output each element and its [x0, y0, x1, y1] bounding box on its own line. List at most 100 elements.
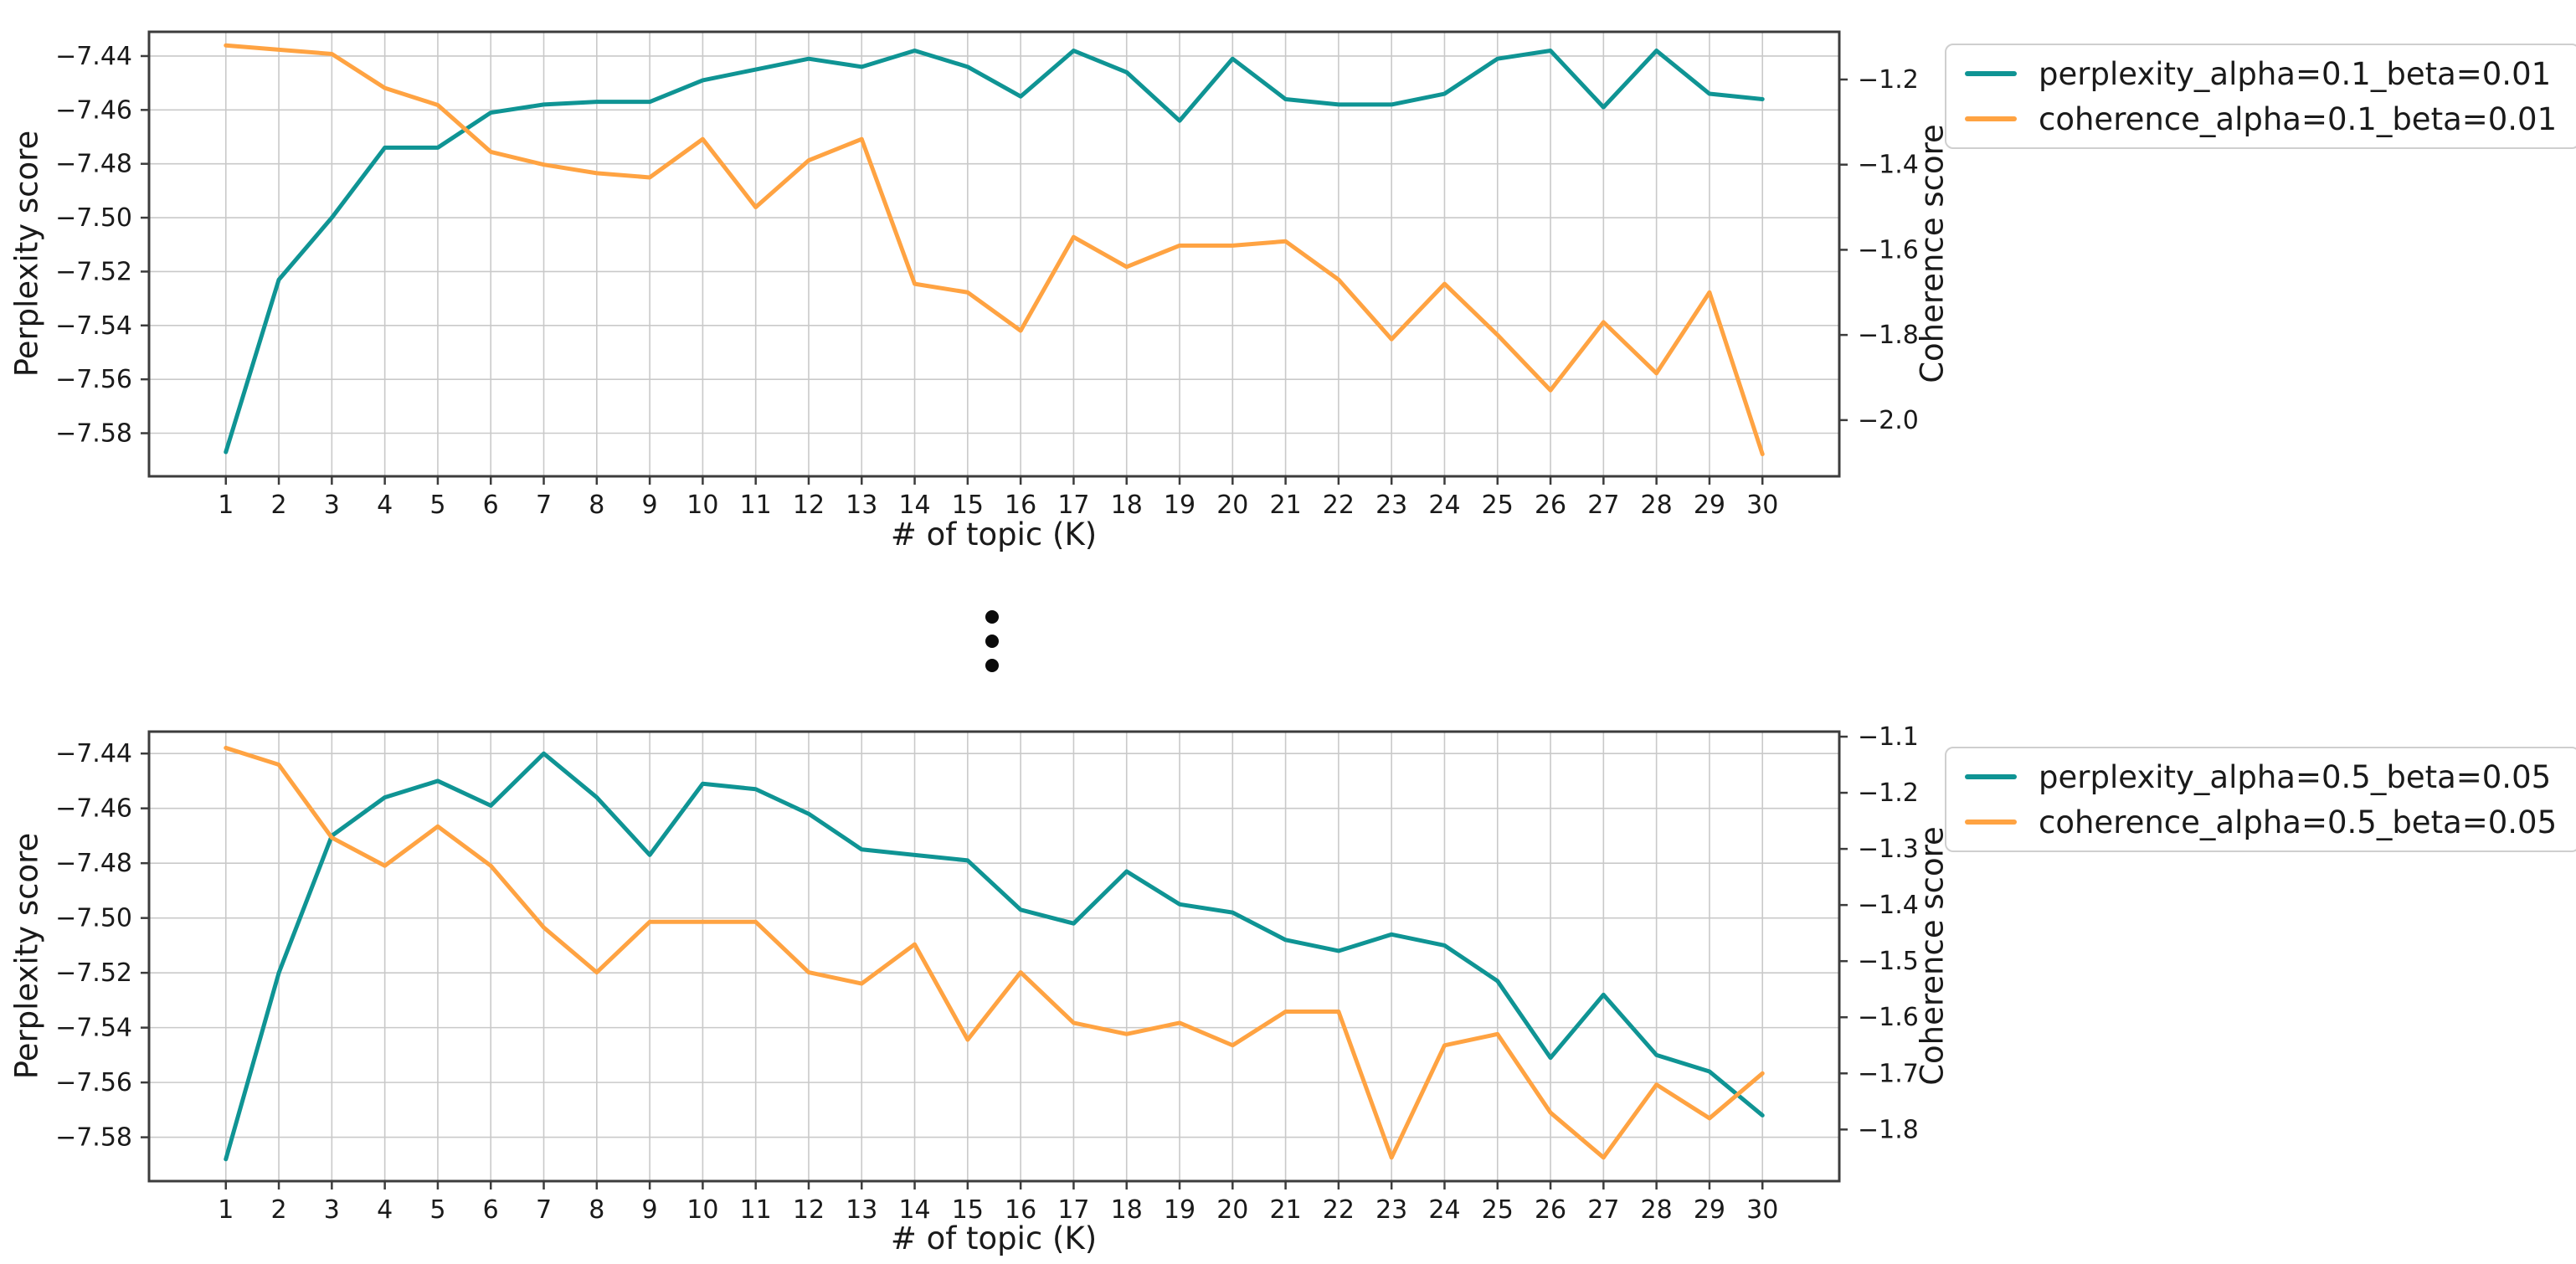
y-tick-label-left: −7.56: [55, 365, 132, 394]
x-tick-label: 9: [642, 1195, 658, 1225]
x-tick-label: 7: [536, 491, 552, 520]
y-tick-label-right: −1.5: [1858, 947, 1919, 976]
x-tick-label: 9: [642, 491, 658, 520]
x-tick-label: 8: [589, 1195, 604, 1225]
x-tick-label: 15: [952, 491, 984, 520]
x-tick-label: 20: [1216, 1195, 1248, 1225]
series-line-perplexity: [224, 751, 1765, 1162]
plot-border: [147, 30, 1841, 478]
legend-entry-perplexity: perplexity_alpha=0.5_beta=0.05: [1965, 758, 2557, 795]
x-tick-label: 10: [686, 1195, 718, 1225]
y-tick-label-right: −1.8: [1858, 321, 1919, 350]
vertical-ellipsis-icon: [985, 610, 999, 672]
x-tick-label: 30: [1746, 1195, 1778, 1225]
x-tick-label: 27: [1587, 491, 1619, 520]
y-tick-label-left: −7.50: [55, 904, 132, 933]
x-tick-label: 19: [1164, 1195, 1195, 1225]
y-tick-label-left: −7.52: [55, 257, 132, 286]
coherence-line-sample-icon: [1965, 116, 2017, 121]
x-tick-label: 20: [1216, 491, 1248, 520]
x-tick-label: 25: [1482, 491, 1514, 520]
x-tick-label: 29: [1694, 491, 1725, 520]
x-tick-label: 23: [1375, 491, 1407, 520]
y-tick-label-left: −7.58: [55, 1123, 132, 1153]
x-axis-label-bottom: # of topic (K): [890, 1220, 1098, 1256]
x-tick-label: 12: [793, 1195, 825, 1225]
y-tick-label-left: −7.48: [55, 150, 132, 179]
x-tick-label: 26: [1535, 491, 1566, 520]
x-tick-label: 29: [1694, 1195, 1725, 1225]
x-tick-label: 23: [1375, 1195, 1407, 1225]
y-tick-label-left: −7.48: [55, 849, 132, 878]
x-tick-label: 22: [1323, 1195, 1355, 1225]
x-tick-label: 11: [740, 1195, 772, 1225]
x-tick-label: 1: [218, 1195, 234, 1225]
x-tick-label: 6: [483, 491, 499, 520]
x-tick-label: 11: [740, 491, 772, 520]
series-line-perplexity: [224, 49, 1765, 455]
x-tick-label: 2: [271, 1195, 287, 1225]
x-tick-label: 21: [1270, 1195, 1302, 1225]
y-tick-label-left: −7.46: [55, 794, 132, 824]
x-tick-label: 13: [846, 491, 877, 520]
y-axis-label-coherence-top: Coherence score: [1914, 124, 1951, 383]
x-tick-label: 25: [1482, 1195, 1514, 1225]
legend-bottom: perplexity_alpha=0.5_beta=0.05 coherence…: [1945, 747, 2576, 852]
x-tick-label: 28: [1641, 1195, 1673, 1225]
y-tick-label-right: −2.0: [1858, 406, 1919, 435]
x-tick-label: 4: [377, 491, 393, 520]
coherence-line-sample-icon: [1965, 820, 2017, 825]
y-tick-label-right: −1.3: [1858, 835, 1919, 864]
x-tick-label: 18: [1111, 491, 1143, 520]
y-tick-label-left: −7.46: [55, 95, 132, 125]
x-tick-label: 17: [1057, 491, 1089, 520]
perplexity-line-sample-icon: [1965, 71, 2017, 76]
series-line-coherence: [224, 745, 1765, 1160]
x-tick-label: 2: [271, 491, 287, 520]
plot-border: [147, 730, 1841, 1183]
x-tick-label: 27: [1587, 1195, 1619, 1225]
y-tick-label-right: −1.6: [1858, 235, 1919, 265]
y-tick-label-right: −1.1: [1858, 722, 1919, 752]
x-tick-label: 6: [483, 1195, 499, 1225]
y-tick-label-right: −1.8: [1858, 1115, 1919, 1144]
x-tick-label: 28: [1641, 491, 1673, 520]
legend-label: perplexity_alpha=0.5_beta=0.05: [2039, 758, 2552, 795]
x-tick-label: 1: [218, 491, 234, 520]
y-tick-label-left: −7.54: [55, 1014, 132, 1043]
x-tick-label: 8: [589, 491, 604, 520]
y-axis-label-perplexity-bottom: Perplexity score: [8, 832, 45, 1080]
y-tick-label-right: −1.4: [1858, 891, 1919, 920]
x-tick-label: 24: [1428, 1195, 1460, 1225]
x-tick-label: 5: [429, 1195, 445, 1225]
x-tick-label: 13: [846, 1195, 877, 1225]
legend-label: coherence_alpha=0.1_beta=0.01: [2039, 100, 2558, 137]
x-tick-label: 16: [1005, 1195, 1036, 1225]
x-tick-label: 14: [898, 491, 930, 520]
ellipsis-dot: [985, 635, 999, 648]
x-tick-label: 21: [1270, 491, 1302, 520]
y-tick-label-right: −1.4: [1858, 151, 1919, 180]
legend-label: coherence_alpha=0.5_beta=0.05: [2039, 804, 2558, 840]
y-tick-label-right: −1.7: [1858, 1059, 1919, 1088]
x-axis-label-top: # of topic (K): [890, 516, 1098, 552]
ellipsis-dot: [985, 659, 999, 672]
ellipsis-dot: [985, 610, 999, 624]
x-tick-label: 15: [952, 1195, 984, 1225]
x-tick-label: 12: [793, 491, 825, 520]
y-tick-label-left: −7.54: [55, 311, 132, 341]
legend-top: perplexity_alpha=0.1_beta=0.01 coherence…: [1945, 44, 2576, 149]
x-tick-label: 3: [324, 491, 340, 520]
x-tick-label: 16: [1005, 491, 1036, 520]
y-tick-label-left: −7.44: [55, 739, 132, 768]
y-tick-label-left: −7.44: [55, 42, 132, 71]
x-tick-label: 7: [536, 1195, 552, 1225]
y-tick-label-left: −7.56: [55, 1068, 132, 1097]
y-axis-label-coherence-bottom: Coherence score: [1914, 826, 1951, 1086]
x-tick-label: 22: [1323, 491, 1355, 520]
y-tick-label-left: −7.58: [55, 419, 132, 449]
y-tick-label-right: −1.2: [1858, 778, 1919, 808]
x-tick-label: 3: [324, 1195, 340, 1225]
x-tick-label: 19: [1164, 491, 1195, 520]
